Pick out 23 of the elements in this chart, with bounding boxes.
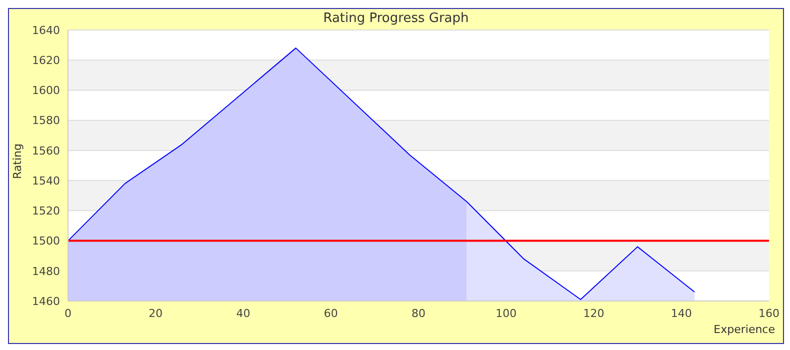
y-tick-label: 1640 [32,24,60,37]
chart-title: Rating Progress Graph [323,11,469,26]
x-tick-label: 120 [583,306,604,320]
y-tick-label: 1520 [32,204,60,218]
y-tick-label: 1480 [32,264,60,278]
y-axis-title: Rating [11,144,24,179]
y-tick-label: 1460 [32,294,60,308]
x-tick-label: 60 [324,306,338,320]
x-tick-label: 160 [758,306,780,320]
y-tick-label: 1500 [32,234,60,248]
x-tick-label: 100 [496,306,517,320]
y-tick-label: 1580 [32,114,60,128]
y-tick-label: 1620 [32,54,60,68]
x-tick-label: 20 [148,306,163,320]
x-tick-label: 40 [236,306,250,320]
x-tick-label: 80 [412,306,426,320]
x-tick-label: 0 [64,306,72,320]
y-tick-label: 1540 [32,174,60,188]
line-series [68,48,696,300]
y-tick-label: 1600 [32,84,60,98]
x-axis-title: Experience [714,323,775,336]
x-tick-label: 140 [670,306,692,320]
y-tick-label: 1560 [32,144,60,158]
